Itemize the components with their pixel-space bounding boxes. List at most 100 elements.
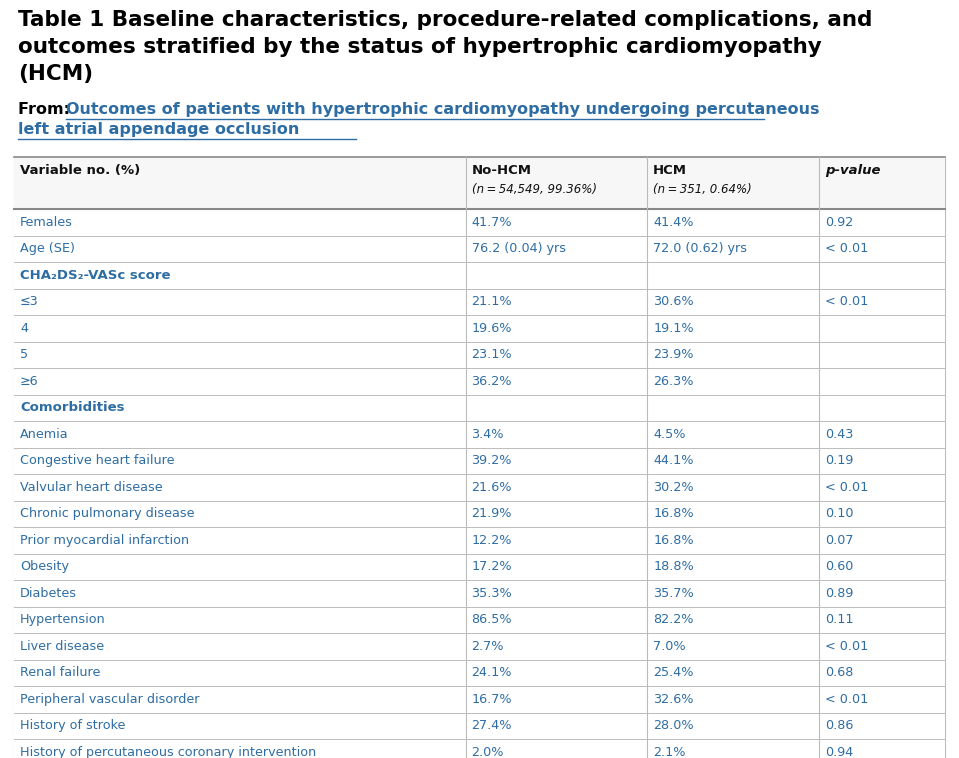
Text: Age (SE): Age (SE)	[20, 243, 75, 255]
Text: 23.9%: 23.9%	[653, 348, 693, 362]
Text: 26.3%: 26.3%	[653, 374, 693, 388]
Text: 86.5%: 86.5%	[472, 613, 512, 626]
Text: 24.1%: 24.1%	[472, 666, 512, 679]
Bar	[14, 157, 945, 209]
Text: 39.2%: 39.2%	[472, 454, 512, 467]
Text: 7.0%: 7.0%	[653, 640, 686, 653]
Text: Valvular heart disease: Valvular heart disease	[20, 481, 163, 493]
Text: 3.4%: 3.4%	[472, 428, 504, 440]
Bar	[14, 157, 945, 758]
Text: 27.4%: 27.4%	[472, 719, 512, 732]
Text: ≥6: ≥6	[20, 374, 38, 388]
Text: 2.1%: 2.1%	[653, 746, 686, 758]
Text: 23.1%: 23.1%	[472, 348, 512, 362]
Text: History of percutaneous coronary intervention: History of percutaneous coronary interve…	[20, 746, 316, 758]
Text: 30.2%: 30.2%	[653, 481, 693, 493]
Text: 0.19: 0.19	[826, 454, 854, 467]
Text: History of stroke: History of stroke	[20, 719, 126, 732]
Text: Anemia: Anemia	[20, 428, 69, 440]
Text: (HCM): (HCM)	[18, 64, 93, 84]
Text: 16.8%: 16.8%	[653, 534, 693, 547]
Text: 76.2 (0.04) yrs: 76.2 (0.04) yrs	[472, 243, 566, 255]
Bar	[14, 580, 945, 606]
Bar	[14, 500, 945, 527]
Bar	[14, 606, 945, 633]
Text: < 0.01: < 0.01	[826, 481, 869, 493]
Text: 2.7%: 2.7%	[472, 640, 504, 653]
Text: 25.4%: 25.4%	[653, 666, 693, 679]
Text: No-HCM: No-HCM	[472, 164, 531, 177]
Bar	[14, 633, 945, 659]
Text: 0.11: 0.11	[826, 613, 854, 626]
Text: p-value: p-value	[826, 164, 880, 177]
Bar	[14, 553, 945, 580]
Text: 17.2%: 17.2%	[472, 560, 512, 573]
Text: 2.0%: 2.0%	[472, 746, 504, 758]
Text: < 0.01: < 0.01	[826, 693, 869, 706]
Text: Females: Females	[20, 216, 73, 229]
Text: 5: 5	[20, 348, 28, 362]
Text: 72.0 (0.62) yrs: 72.0 (0.62) yrs	[653, 243, 747, 255]
Bar	[14, 342, 945, 368]
Text: 0.60: 0.60	[826, 560, 854, 573]
Text: Table 1 Baseline characteristics, procedure-related complications, and: Table 1 Baseline characteristics, proced…	[18, 10, 873, 30]
Bar	[14, 368, 945, 394]
Text: 35.7%: 35.7%	[653, 587, 693, 600]
Text: 16.8%: 16.8%	[653, 507, 693, 520]
Text: 0.43: 0.43	[826, 428, 854, 440]
Bar	[14, 236, 945, 262]
Text: 82.2%: 82.2%	[653, 613, 693, 626]
Text: 18.8%: 18.8%	[653, 560, 693, 573]
Text: (n = 54,549, 99.36%): (n = 54,549, 99.36%)	[472, 183, 596, 196]
Text: Chronic pulmonary disease: Chronic pulmonary disease	[20, 507, 195, 520]
Bar	[14, 289, 945, 315]
Bar	[14, 527, 945, 553]
Text: (n = 351, 0.64%): (n = 351, 0.64%)	[653, 183, 752, 196]
Text: ≤3: ≤3	[20, 296, 38, 309]
Text: From:: From:	[18, 102, 76, 117]
Text: HCM: HCM	[653, 164, 687, 177]
Text: 35.3%: 35.3%	[472, 587, 512, 600]
Text: 21.1%: 21.1%	[472, 296, 512, 309]
Text: 41.4%: 41.4%	[653, 216, 693, 229]
Text: 21.6%: 21.6%	[472, 481, 512, 493]
Text: 30.6%: 30.6%	[653, 296, 693, 309]
Text: 0.94: 0.94	[826, 746, 854, 758]
Text: 0.86: 0.86	[826, 719, 854, 732]
Bar	[14, 686, 945, 713]
Text: Renal failure: Renal failure	[20, 666, 101, 679]
Text: Prior myocardial infarction: Prior myocardial infarction	[20, 534, 189, 547]
Text: 4: 4	[20, 321, 28, 335]
Text: outcomes stratified by the status of hypertrophic cardiomyopathy: outcomes stratified by the status of hyp…	[18, 37, 822, 57]
Text: 12.2%: 12.2%	[472, 534, 512, 547]
Text: Diabetes: Diabetes	[20, 587, 77, 600]
Text: 19.1%: 19.1%	[653, 321, 693, 335]
Text: 19.6%: 19.6%	[472, 321, 512, 335]
Text: left atrial appendage occlusion: left atrial appendage occlusion	[18, 122, 299, 137]
Text: Variable no. (%): Variable no. (%)	[20, 164, 140, 177]
Text: 0.92: 0.92	[826, 216, 854, 229]
Text: < 0.01: < 0.01	[826, 296, 869, 309]
Text: Liver disease: Liver disease	[20, 640, 105, 653]
Text: 32.6%: 32.6%	[653, 693, 693, 706]
Text: Comorbidities: Comorbidities	[20, 401, 125, 415]
Text: 41.7%: 41.7%	[472, 216, 512, 229]
Bar	[14, 659, 945, 686]
Bar	[14, 421, 945, 447]
Bar	[14, 739, 945, 758]
Bar	[14, 447, 945, 474]
Bar	[14, 315, 945, 342]
Text: 44.1%: 44.1%	[653, 454, 693, 467]
Bar	[14, 394, 945, 421]
Bar	[14, 262, 945, 289]
Text: Hypertension: Hypertension	[20, 613, 105, 626]
Text: < 0.01: < 0.01	[826, 640, 869, 653]
Text: 0.07: 0.07	[826, 534, 854, 547]
Text: Peripheral vascular disorder: Peripheral vascular disorder	[20, 693, 199, 706]
Text: Congestive heart failure: Congestive heart failure	[20, 454, 175, 467]
Text: 0.68: 0.68	[826, 666, 854, 679]
Bar	[14, 713, 945, 739]
Text: 0.89: 0.89	[826, 587, 854, 600]
Text: 4.5%: 4.5%	[653, 428, 686, 440]
Text: 0.10: 0.10	[826, 507, 854, 520]
